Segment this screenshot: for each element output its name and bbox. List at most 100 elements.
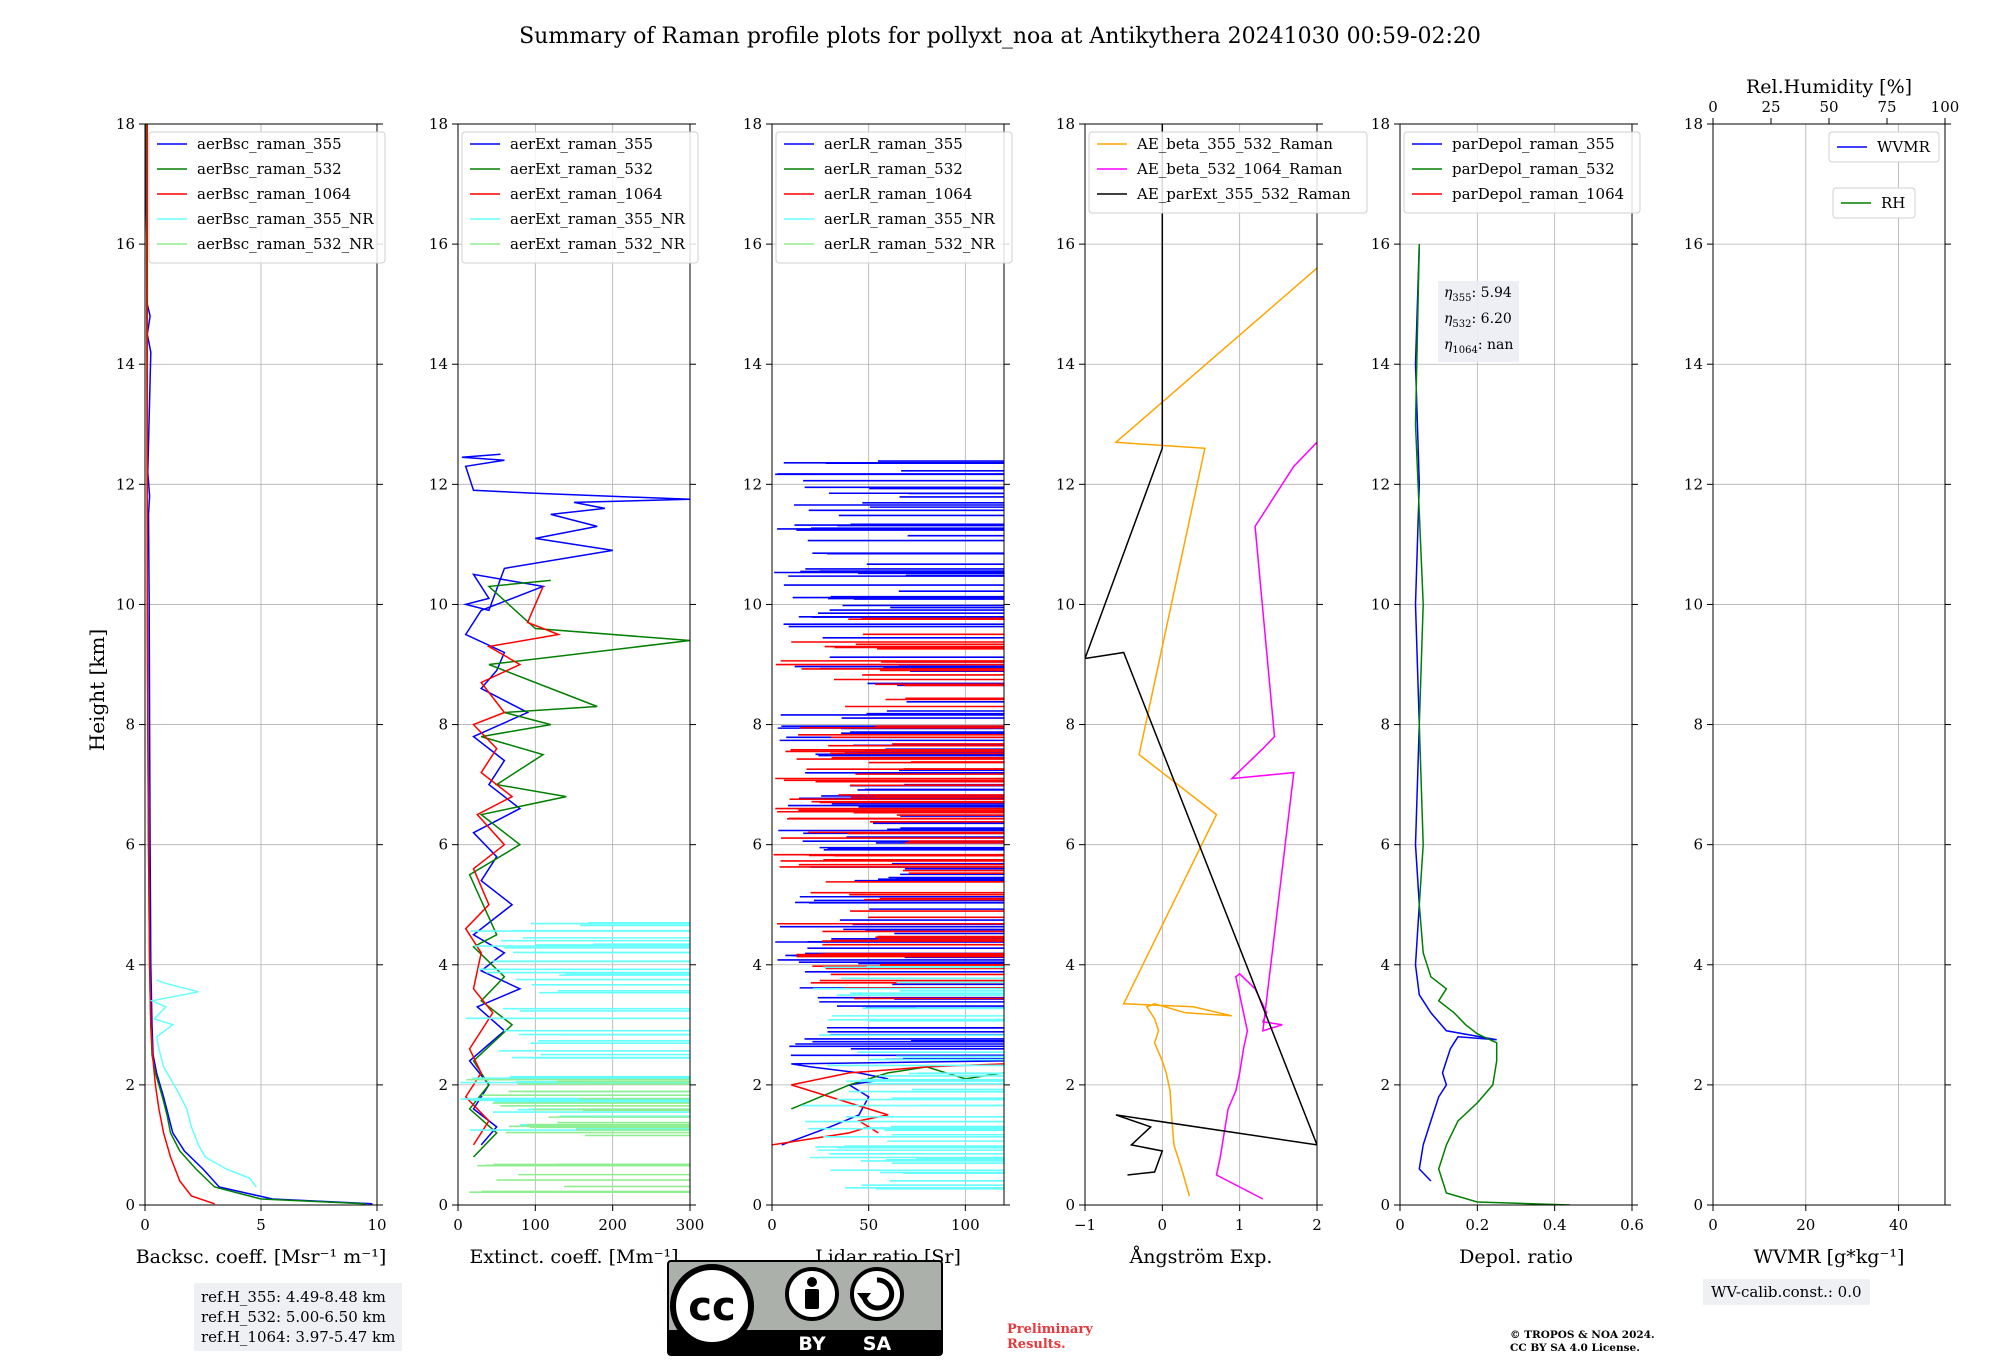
line-aerBsc_raman_532 (145, 124, 366, 1205)
x-tick-label: 300 (676, 1216, 705, 1234)
angstrom-eta-box: η355: 5.94 η532: 6.20 η1064: nan (1438, 281, 1520, 363)
y-tick-label: 10 (743, 595, 762, 613)
y-tick-label: 6 (1693, 836, 1703, 854)
line-parDepol_raman_532 (1414, 244, 1571, 1205)
y-tick-label: 8 (1065, 716, 1075, 734)
y-tick-label: 18 (116, 115, 135, 133)
series-aerLR_raman_532 (791, 1066, 1004, 1110)
line-aerExt_raman_532 (468, 579, 690, 1158)
series-aerBsc_raman_532 (145, 124, 366, 1205)
axes-frame-6 (1712, 123, 1946, 1206)
y-tick-label: 14 (116, 355, 135, 373)
legend-frame (461, 131, 699, 264)
line-aerBsc_raman_1064 (146, 124, 215, 1205)
y-tick-label: 14 (1056, 355, 1075, 373)
axes-frame-4 (1084, 123, 1318, 1206)
y-tick-label: 14 (743, 355, 762, 373)
legend-label: aerExt_raman_1064 (510, 185, 663, 203)
legend-label: aerLR_raman_1064 (824, 185, 972, 203)
legend-2: aerExt_raman_355 aerExt_raman_532 aerExt_r… (461, 131, 699, 264)
cc-by-sa-logo: cc BY SA (667, 1260, 943, 1356)
axes-frame-3 (771, 123, 1005, 1206)
legend-label: aerExt_raman_355 (510, 135, 653, 153)
y-tick-label: 4 (125, 956, 135, 974)
legend-4: AE_beta_355_532_Raman AE_beta_532_1064_Ra… (1088, 131, 1368, 214)
cc-circle-icon (670, 1264, 754, 1348)
y-tick-label: 0 (1065, 1196, 1075, 1214)
y-tick-label: 4 (1380, 956, 1390, 974)
y-tick-label: 2 (1065, 1076, 1075, 1094)
x-tick-label: 1 (1235, 1216, 1245, 1234)
legend-label: aerExt_raman_532_NR (510, 235, 686, 253)
x-tick-label: 100 (521, 1216, 550, 1234)
y-tick-label: 6 (125, 836, 135, 854)
legend-label: AE_parExt_355_532_Raman (1136, 185, 1351, 203)
legend-label: aerBsc_raman_532 (197, 160, 342, 178)
line-aerLR_raman_1064 (772, 1063, 1004, 1146)
y-tick-label: 2 (125, 1076, 135, 1094)
series-aerBsc_raman_1064 (146, 124, 215, 1205)
line-aerBsc_raman_355 (145, 124, 373, 1205)
series-aerBsc_raman_355 (145, 124, 373, 1205)
panel-5: 0 0.2 0.4 0.6 0 2 4 6 8 10 12 14 16 18 Depol. ratio par… (1371, 115, 1644, 1268)
y-tick-label: 0 (1380, 1196, 1390, 1214)
by-label: BY (798, 1333, 825, 1355)
y-tick-label: 10 (116, 595, 135, 613)
y-tick-label: 10 (1371, 595, 1390, 613)
legend-frame (1403, 131, 1641, 214)
preliminary-line-1: Preliminary (1007, 1322, 1093, 1337)
figure-title: Summary of Raman profile plots for polly… (519, 24, 1481, 49)
x-tick-label: 2 (1312, 1216, 1322, 1234)
series-aerLR_raman_355_NR (801, 965, 1004, 1190)
legend-label: aerLR_raman_355 (824, 135, 963, 153)
x-tick-label: 0.6 (1620, 1216, 1644, 1234)
y-tick-label: 16 (743, 235, 762, 253)
legend-3: aerLR_raman_355 aerLR_raman_532 aerLR_rama… (775, 131, 1013, 264)
y-tick-label: 0 (125, 1196, 135, 1214)
preliminary-note: Preliminary Results. (1007, 1322, 1093, 1352)
ref-height-532: ref.H_532: 5.00-6.50 km (201, 1308, 386, 1326)
x-tick-label: 0.4 (1543, 1216, 1567, 1234)
x-tick-label: 0 (140, 1216, 150, 1234)
line-aerExt_raman_355 (461, 453, 690, 1146)
y-tick-label: 12 (743, 475, 762, 493)
plot-area-2 (460, 453, 690, 1193)
series-AE_beta_355_532_Raman (1114, 267, 1317, 1197)
y-tick-label: 12 (1371, 475, 1390, 493)
cc-text: cc (688, 1284, 735, 1330)
top-x-tick-label: 25 (1761, 98, 1780, 116)
wv-calibration-box: WV-calib.const.: 0.0 (1703, 1279, 1870, 1305)
y-tick-label: 16 (1684, 235, 1703, 253)
y-tick-label: 8 (1380, 716, 1390, 734)
y-tick-label: 14 (1371, 355, 1390, 373)
series-parDepol_raman_532 (1414, 244, 1571, 1205)
x-tick-label: 5 (256, 1216, 266, 1234)
eta-1064-value: nan (1487, 336, 1514, 353)
x-tick-label: 50 (859, 1216, 878, 1234)
copyright-line-2: CC BY SA 4.0 License. (1510, 1342, 1640, 1354)
top-x-axis-label: Rel.Humidity [%] (1746, 76, 1912, 98)
y-tick-label: 18 (1371, 115, 1390, 133)
x-tick-label: 0 (767, 1216, 777, 1234)
line-aerExt_raman_1064 (464, 586, 562, 1146)
y-tick-label: 6 (1065, 836, 1075, 854)
plot-area-4 (1085, 124, 1317, 1200)
x-tick-label: −1 (1074, 1216, 1096, 1234)
panel-1: 0 5 10 0 2 4 6 8 10 12 14 16 18 Backsc. coeff. [Msr⁻¹… (116, 115, 387, 1268)
ref-height-355: ref.H_355: 4.49-8.48 km (201, 1288, 386, 1306)
axes-frame-2 (457, 123, 691, 1206)
y-tick-label: 2 (752, 1076, 762, 1094)
plot-area-5 (1414, 244, 1571, 1205)
series-aerExt_raman_532_NR (466, 1078, 690, 1193)
series-aerExt_raman_1064 (464, 586, 562, 1146)
legend-label: parDepol_raman_532 (1452, 160, 1615, 178)
series-aerBsc_raman_355_NR (149, 979, 257, 1188)
legend-label: RH (1881, 194, 1905, 212)
y-tick-label: 18 (743, 115, 762, 133)
y-tick-label: 14 (429, 355, 448, 373)
legend-label: parDepol_raman_355 (1452, 135, 1615, 153)
preliminary-line-2: Results. (1007, 1337, 1066, 1352)
